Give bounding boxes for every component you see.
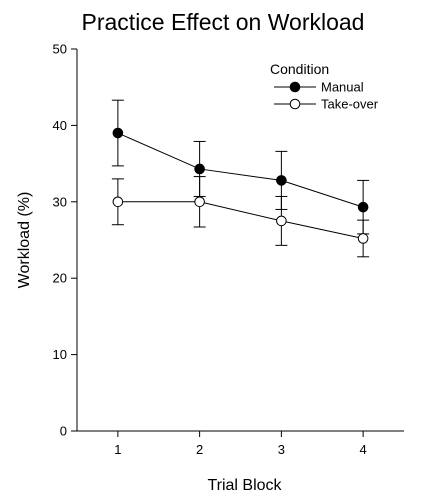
data-point: [194, 163, 205, 175]
series-take-over: [111, 176, 370, 258]
x-tick-label: 3: [278, 442, 285, 457]
data-point: [276, 175, 287, 186]
series-line: [117, 132, 364, 208]
x-tick-label: 4: [360, 442, 367, 457]
y-ticks: 0 10 20 30 40 50: [53, 42, 77, 439]
legend-marker: [289, 98, 301, 110]
legend-item: Manual: [274, 80, 364, 95]
x-tick-label: 2: [196, 442, 203, 457]
axes: [76, 49, 404, 432]
data-point: [112, 196, 124, 208]
legend: Condition Manual Take-over: [270, 61, 379, 112]
series-layer: [111, 99, 370, 258]
data-point: [112, 127, 124, 139]
data-point: [357, 201, 369, 213]
y-tick-label: 40: [53, 118, 67, 133]
legend-items: Manual Take-over: [274, 80, 379, 112]
series-manual: [111, 99, 370, 235]
x-tick-label: 1: [114, 442, 121, 457]
chart-title: Practice Effect on Workload: [82, 9, 365, 35]
legend-label: Take-over: [321, 97, 379, 112]
y-axis-label: Workload (%): [16, 192, 33, 289]
x-ticks: 1 2 3 4: [114, 431, 367, 457]
legend-label: Manual: [321, 80, 364, 95]
x-axis-label: Trial Block: [207, 477, 282, 493]
y-tick-label: 30: [53, 194, 67, 209]
y-tick-label: 0: [60, 424, 67, 439]
legend-item: Take-over: [274, 97, 379, 112]
y-tick-label: 20: [53, 271, 67, 286]
legend-title: Condition: [270, 61, 329, 77]
data-point: [357, 233, 369, 244]
data-point: [194, 196, 205, 208]
y-tick-label: 50: [53, 42, 67, 57]
series-line: [117, 201, 364, 239]
data-point: [276, 215, 287, 227]
y-tick-label: 10: [53, 347, 67, 362]
legend-marker: [289, 81, 301, 93]
